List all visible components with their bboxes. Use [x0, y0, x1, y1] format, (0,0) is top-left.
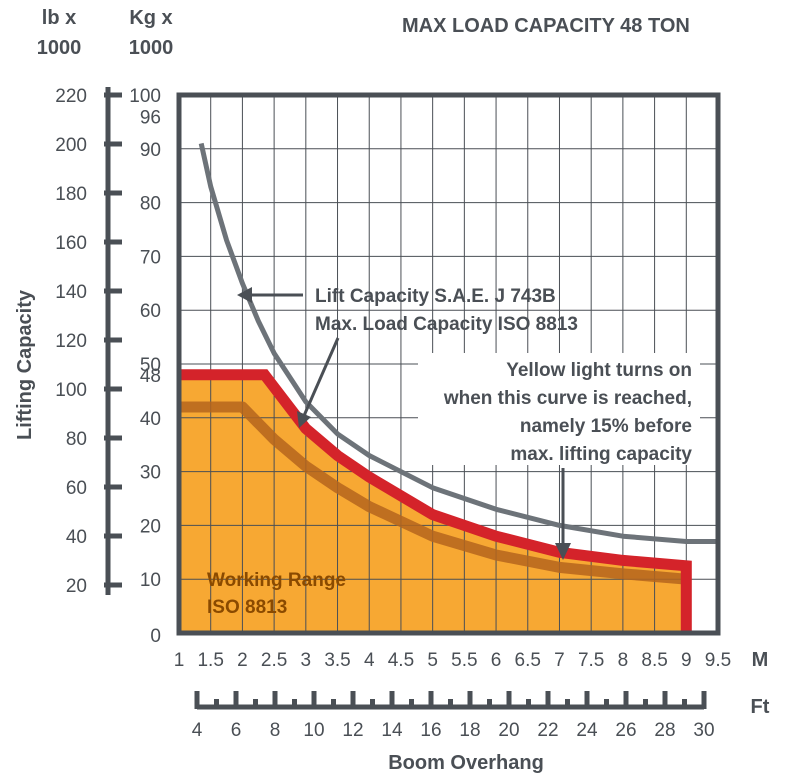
x-tick-label-m: 6.5	[515, 650, 541, 671]
y-tick-label-kg: 50	[140, 355, 161, 376]
x-tick-label-m: 2	[237, 650, 248, 671]
capacity-curves	[179, 142, 718, 633]
y-unit-left-line1: lb x	[42, 7, 76, 29]
x-tick-label-ft: 30	[693, 720, 714, 741]
y-axis-label: Lifting Capacity	[14, 289, 36, 440]
x-tick-label-m: 5.5	[451, 650, 477, 671]
x-tick-label-ft: 18	[459, 720, 480, 741]
y-unit-left-line2: 1000	[37, 37, 82, 59]
x-tick-label-m: 7	[554, 650, 565, 671]
annotation-yellow-line2: when this curve is reached,	[443, 388, 692, 409]
x-unit-feet: Ft	[751, 696, 770, 718]
series-lift-capacity-sae	[198, 142, 718, 544]
y-unit-right-line2: 1000	[129, 37, 174, 59]
x-tick-label-m: 8	[618, 650, 629, 671]
x-tick-label-m: 9	[681, 650, 692, 671]
x-axis: 1 1.5 2 2.5 3 3.5 4 4.5 5 5.5 6 6.5 7 7.5 8 8.5 9 9.5 4 6 8 1…	[174, 650, 732, 741]
x-tick-label-ft: 4	[192, 720, 203, 741]
x-tick-label-m: 5	[427, 650, 438, 671]
x-tick-label-m: 7.5	[578, 650, 604, 671]
x-tick-label-m: 4	[364, 650, 375, 671]
x-tick-label-m: 1.5	[197, 650, 223, 671]
x-tick-label-ft: 28	[654, 720, 675, 741]
annotation-lift-capacity-line1: Lift Capacity S.A.E. J 743B	[315, 286, 556, 307]
y-tick-label-lb: 40	[66, 527, 87, 548]
x-tick-label-ft: 10	[303, 720, 324, 741]
x-axis-label: Boom Overhang	[388, 752, 544, 774]
x-tick-label-m: 8.5	[641, 650, 667, 671]
y-tick-label-kg: 10	[140, 570, 161, 591]
y-tick-label-lb: 100	[55, 380, 87, 401]
y-tick-label-kg: 40	[140, 409, 161, 430]
working-range-label-line2: ISO 8813	[207, 597, 287, 618]
y-axis: 2202001801601401201008060402010096908070…	[55, 86, 161, 647]
y-unit-right-line1: Kg x	[129, 7, 172, 29]
x-tick-label-ft: 20	[498, 720, 519, 741]
y-tick-label-kg: 90	[140, 140, 161, 161]
y-tick-label-kg: 100	[129, 86, 161, 107]
x-tick-label-ft: 6	[231, 720, 242, 741]
y-tick-label-lb: 140	[55, 282, 87, 303]
annotation-yellow-line1: Yellow light turns on	[506, 360, 692, 381]
plot-frame	[176, 92, 721, 636]
y-tick-label-lb: 20	[66, 576, 87, 597]
y-tick-label-kg: 30	[140, 463, 161, 484]
x-tick-label-ft: 16	[420, 720, 441, 741]
working-range-label-line1: Working Range	[207, 570, 346, 591]
x-tick-label-ft: 12	[342, 720, 363, 741]
x-tick-label-ft: 26	[615, 720, 636, 741]
y-tick-label-lb: 120	[55, 331, 87, 352]
y-tick-label-lb: 80	[66, 429, 87, 450]
x-tick-label-m: 1	[174, 650, 185, 671]
y-tick-label-lb: 160	[55, 233, 87, 254]
annotation-yellow-line4: max. lifting capacity	[510, 444, 692, 465]
x-tick-label-ft: 8	[270, 720, 281, 741]
y-tick-label-kg: 20	[140, 516, 161, 537]
annotation-lift-capacity: Lift Capacity S.A.E. J 743B Max. Load Ca…	[237, 286, 578, 428]
series-max-load-capacity	[179, 369, 692, 633]
y-tick-label-lb: 180	[55, 184, 87, 205]
x-tick-label-ft: 14	[381, 720, 403, 741]
x-tick-label-m: 6	[491, 650, 502, 671]
x-tick-label-m: 3.5	[324, 650, 350, 671]
y-tick-label-kg: 0	[150, 626, 161, 647]
y-tick-label-kg: 70	[140, 247, 161, 268]
y-tick-label-kg: 48	[140, 366, 161, 387]
chart-title: MAX LOAD CAPACITY 48 TON	[402, 15, 690, 37]
y-tick-label-lb: 60	[66, 478, 87, 499]
y-tick-label-lb: 200	[55, 135, 87, 156]
annotation-yellow-line3: namely 15% before	[520, 416, 692, 437]
annotation-yellow-light: Yellow light turns on when this curve is…	[418, 353, 700, 560]
x-tick-label-m: 2.5	[261, 650, 287, 671]
series-yellow-light-curve	[179, 401, 687, 585]
x-tick-label-m: 3	[301, 650, 312, 671]
y-tick-label-kg: 96	[140, 108, 161, 129]
annotation-lift-capacity-line2: Max. Load Capacity ISO 8813	[315, 314, 578, 335]
y-tick-label-lb: 220	[55, 86, 87, 107]
x-tick-label-m: 4.5	[388, 650, 414, 671]
x-tick-label-ft: 24	[576, 720, 598, 741]
y-tick-label-kg: 60	[140, 301, 161, 322]
x-tick-label-ft: 22	[537, 720, 558, 741]
y-tick-label-kg: 80	[140, 194, 161, 215]
x-unit-meters: M	[752, 649, 769, 671]
x-tick-label-m: 9.5	[705, 650, 731, 671]
